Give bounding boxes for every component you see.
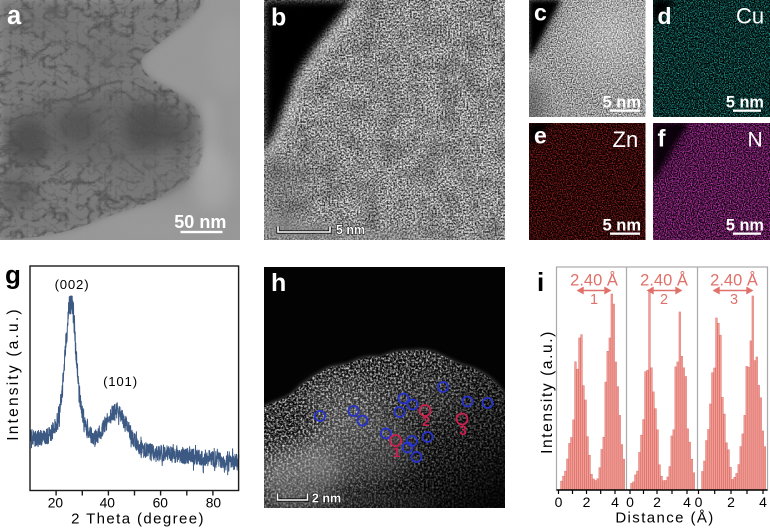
svg-text:Cu: Cu: [736, 4, 764, 29]
svg-text:Distance (Å): Distance (Å): [615, 510, 714, 527]
svg-text:c: c: [534, 0, 547, 26]
svg-text:i: i: [537, 267, 544, 297]
svg-text:a: a: [7, 2, 22, 30]
svg-text:0: 0: [695, 494, 703, 510]
svg-text:(101): (101): [103, 374, 138, 389]
svg-text:5 nm: 5 nm: [336, 223, 365, 237]
svg-text:h: h: [271, 269, 286, 297]
svg-text:2: 2: [727, 494, 735, 510]
svg-text:2.40 Å: 2.40 Å: [710, 271, 758, 290]
svg-text:f: f: [658, 125, 667, 152]
svg-text:0: 0: [626, 494, 634, 510]
svg-text:Intensity (a.u.): Intensity (a.u.): [539, 330, 556, 454]
svg-text:d: d: [658, 3, 672, 29]
svg-text:80: 80: [206, 496, 222, 511]
svg-text:Intensity (a.u.): Intensity (a.u.): [5, 307, 22, 440]
svg-text:2 Theta (degree): 2 Theta (degree): [71, 511, 205, 528]
svg-text:2.40 Å: 2.40 Å: [570, 271, 618, 290]
svg-text:2: 2: [660, 292, 668, 308]
svg-text:20: 20: [48, 496, 64, 511]
svg-text:50 nm: 50 nm: [174, 212, 226, 232]
svg-text:2: 2: [583, 494, 591, 510]
svg-text:5 nm: 5 nm: [726, 93, 764, 111]
svg-text:0: 0: [555, 494, 563, 510]
svg-text:3: 3: [730, 292, 738, 308]
svg-text:5 nm: 5 nm: [603, 94, 642, 112]
svg-text:2 nm: 2 nm: [312, 492, 341, 506]
svg-text:4: 4: [611, 494, 619, 510]
svg-text:Zn: Zn: [613, 127, 639, 152]
svg-text:5 nm: 5 nm: [603, 217, 642, 235]
svg-text:60: 60: [153, 496, 169, 511]
svg-text:1: 1: [590, 292, 598, 308]
svg-text:4: 4: [759, 494, 767, 510]
svg-text:g: g: [5, 260, 21, 290]
svg-text:3: 3: [459, 422, 467, 438]
svg-text:4: 4: [683, 494, 691, 510]
svg-text:40: 40: [100, 496, 116, 511]
svg-text:e: e: [534, 123, 547, 149]
svg-text:b: b: [271, 3, 286, 31]
svg-text:N: N: [748, 128, 763, 151]
svg-text:2: 2: [422, 413, 430, 429]
svg-text:2: 2: [653, 494, 661, 510]
svg-text:5 nm: 5 nm: [726, 217, 764, 235]
svg-text:2.40 Å: 2.40 Å: [640, 271, 688, 290]
svg-text:(002): (002): [55, 277, 90, 292]
svg-text:1: 1: [393, 444, 401, 460]
